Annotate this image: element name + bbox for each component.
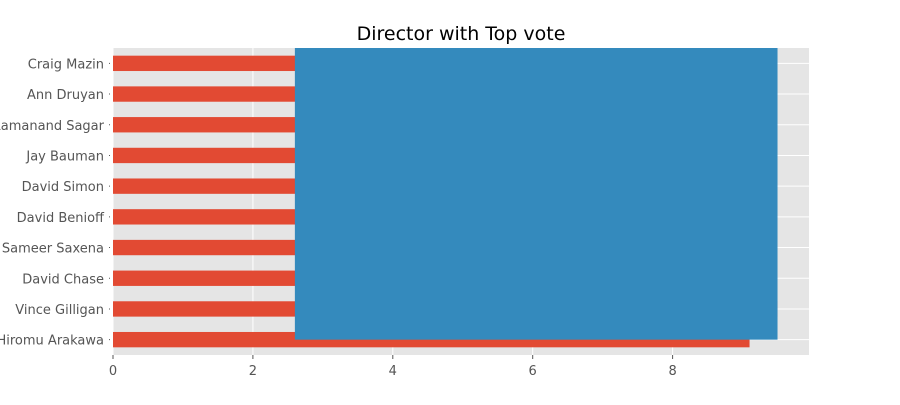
- chart-title: Director with Top vote: [357, 23, 566, 45]
- y-tick-label: David Simon: [22, 180, 104, 195]
- y-tick-label: David Chase: [22, 272, 104, 287]
- y-tick-label: Jay Bauman: [25, 149, 104, 164]
- y-tick-label: Ann Druyan: [27, 88, 104, 103]
- y-axis: Craig Mazin Ann Druyan Ramanand Sagar Jay B…: [0, 57, 110, 349]
- y-tick-label: Hiromu Arakawa: [0, 334, 104, 349]
- y-tick-label: Ramanand Sagar: [0, 119, 105, 134]
- x-tick-label: 6: [529, 364, 537, 379]
- y-tick-label: Craig Mazin: [28, 57, 104, 72]
- overlay-rect: [294, 48, 778, 340]
- overlay-layer: [294, 48, 778, 340]
- x-tick-label: 2: [249, 364, 257, 379]
- y-tick-label: David Benioff: [17, 211, 105, 226]
- y-tick-label: Sameer Saxena: [2, 242, 104, 257]
- x-tick-label: 8: [668, 364, 676, 379]
- x-tick-label: 0: [109, 364, 117, 379]
- y-tick-label: Vince Gilligan: [15, 303, 104, 318]
- x-axis: 0 2 4 6 8: [109, 355, 677, 379]
- x-tick-label: 4: [389, 364, 397, 379]
